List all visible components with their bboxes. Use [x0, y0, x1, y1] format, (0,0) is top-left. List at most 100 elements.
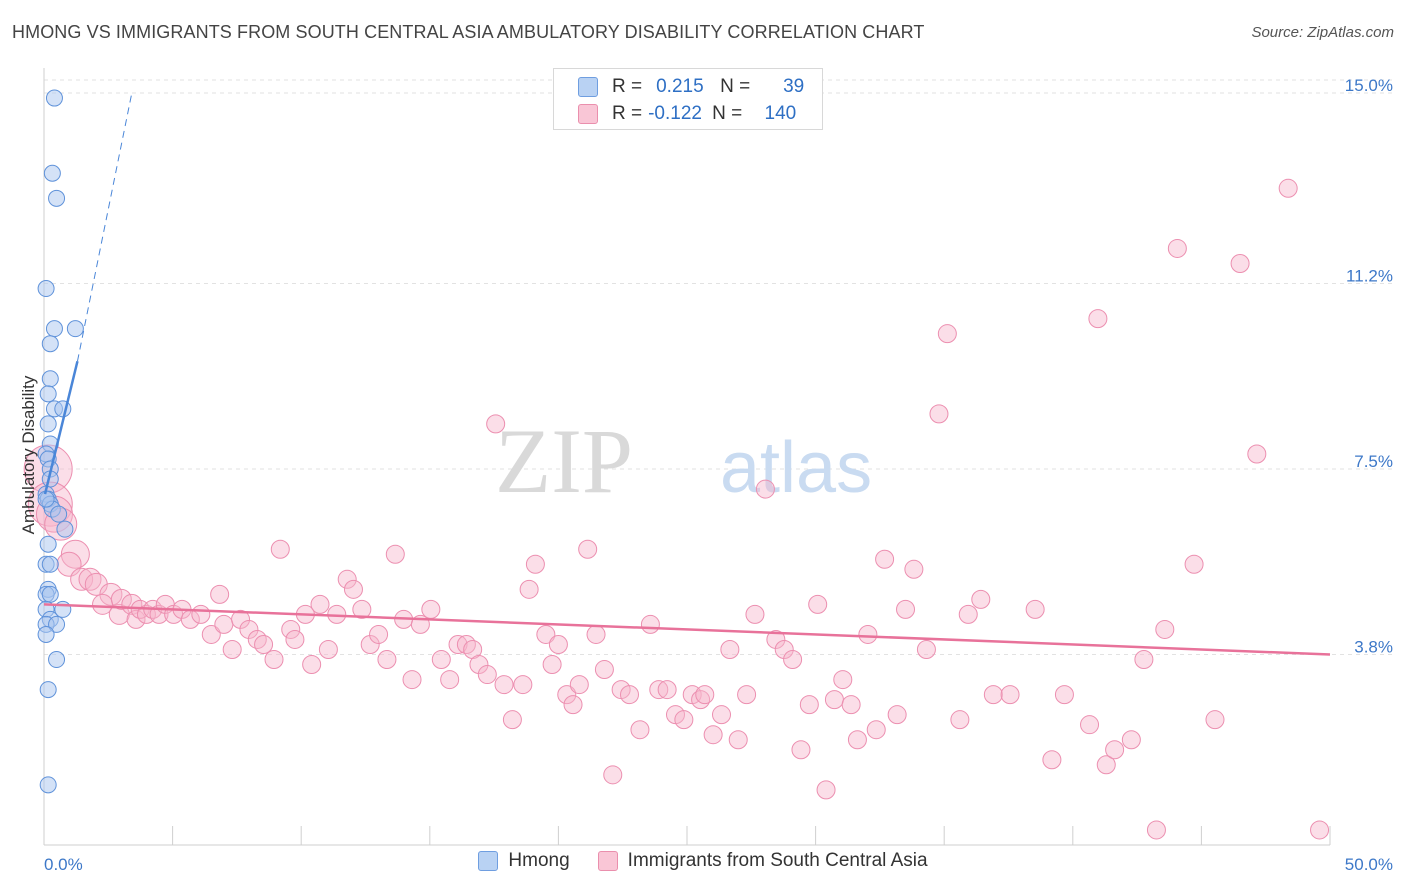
y-tick-label: 15.0%: [1345, 76, 1393, 95]
hmong-point: [43, 164, 61, 182]
chart-source: Source: ZipAtlas.com: [1251, 24, 1394, 41]
hmong-n-value: 39: [783, 76, 805, 97]
immigrants-trend-line: [43, 603, 1331, 656]
immigrants-point: [866, 720, 886, 740]
immigrants-r-value: -0.122: [648, 103, 702, 124]
hmong-point: [56, 520, 74, 538]
immigrants-point: [1155, 619, 1175, 639]
immigrants-point: [896, 599, 916, 619]
immigrants-point: [603, 765, 623, 785]
hmong-point: [50, 505, 68, 523]
immigrants-points: [23, 178, 1330, 840]
legend-item-immigrants: Immigrants from South Central Asia: [597, 850, 928, 872]
immigrants-point: [640, 614, 660, 634]
hmong-point: [41, 585, 59, 603]
immigrants-point: [1121, 730, 1141, 750]
immigrants-point: [302, 655, 322, 675]
stats-row-immigrants: R = -0.122 N = 140: [578, 101, 796, 127]
immigrants-point: [513, 675, 533, 695]
immigrants-point: [1184, 554, 1204, 574]
immigrants-point: [431, 650, 451, 670]
hmong-point: [48, 189, 66, 207]
immigrants-point: [824, 690, 844, 710]
y-tick-label: 3.8%: [1354, 638, 1393, 657]
immigrants-point: [1096, 755, 1116, 775]
hmong-point: [39, 415, 57, 433]
immigrants-point: [337, 569, 357, 589]
immigrants-point: [745, 604, 765, 624]
immigrants-point: [816, 780, 836, 800]
immigrants-point: [270, 539, 290, 559]
hmong-point: [48, 615, 66, 633]
immigrants-point: [310, 594, 330, 614]
hmong-swatch: [578, 77, 598, 97]
hmong-point: [41, 335, 59, 353]
immigrants-point: [448, 634, 468, 654]
immigrants-point: [343, 579, 363, 599]
immigrants-point: [1310, 820, 1330, 840]
immigrants-point: [222, 639, 242, 659]
immigrants-point: [774, 639, 794, 659]
watermark: ZIP atlas: [495, 410, 872, 512]
immigrants-point: [720, 639, 740, 659]
immigrants-point: [214, 614, 234, 634]
immigrants-point: [737, 685, 757, 705]
immigrants-point: [352, 599, 372, 619]
chart-title: HMONG VS IMMIGRANTS FROM SOUTH CENTRAL A…: [12, 22, 925, 42]
immigrants-point: [578, 539, 598, 559]
hmong-legend-swatch: [478, 851, 499, 871]
immigrants-point: [958, 604, 978, 624]
immigrants-point: [841, 695, 861, 715]
stats-row-hmong: R = 0.215 N = 39: [578, 74, 804, 100]
immigrants-point: [950, 710, 970, 730]
immigrants-point: [285, 629, 305, 649]
watermark-zip: ZIP: [495, 410, 633, 512]
immigrants-point: [755, 479, 775, 499]
immigrants-point: [712, 705, 732, 725]
immigrants-n-value: 140: [764, 103, 797, 124]
immigrants-point: [858, 624, 878, 644]
n-label: N =: [712, 103, 743, 124]
immigrants-point: [799, 695, 819, 715]
hmong-point: [39, 535, 57, 553]
immigrants-point: [569, 675, 589, 695]
immigrants-point: [766, 629, 786, 649]
hmong-trend-line: [43, 360, 79, 495]
hmong-point: [37, 625, 55, 643]
x-tick-label: 50.0%: [1345, 855, 1393, 874]
immigrants-point: [1000, 685, 1020, 705]
n-label: N =: [720, 76, 751, 97]
immigrants-point: [791, 740, 811, 760]
immigrants-point: [695, 685, 715, 705]
immigrants-point: [630, 720, 650, 740]
immigrants-point: [1105, 740, 1125, 760]
immigrants-point: [494, 675, 514, 695]
immigrants-point: [477, 665, 497, 685]
immigrants-point: [1278, 178, 1298, 198]
immigrants-point: [369, 624, 389, 644]
hmong-point: [39, 776, 57, 794]
immigrants-point: [1054, 685, 1074, 705]
axes: [43, 68, 1331, 846]
immigrants-point: [542, 655, 562, 675]
immigrants-point: [456, 634, 476, 654]
immigrants-point: [929, 404, 949, 424]
immigrants-point: [971, 589, 991, 609]
watermark-atlas: atlas: [720, 428, 872, 508]
immigrants-point: [875, 549, 895, 569]
bottom-legend: Hmong Immigrants from South Central Asia: [0, 850, 1406, 872]
hmong-point: [45, 89, 63, 107]
immigrants-point: [1134, 650, 1154, 670]
immigrants-point: [563, 695, 583, 715]
immigrants-point: [281, 619, 301, 639]
hmong-legend-label: Hmong: [508, 850, 570, 871]
immigrants-point: [402, 670, 422, 690]
immigrants-point: [937, 324, 957, 344]
immigrants-point: [594, 660, 614, 680]
immigrants-point: [586, 624, 606, 644]
immigrants-point: [619, 685, 639, 705]
immigrants-point: [1042, 750, 1062, 770]
hmong-r-value: 0.215: [656, 76, 704, 97]
hmong-point: [39, 681, 57, 699]
